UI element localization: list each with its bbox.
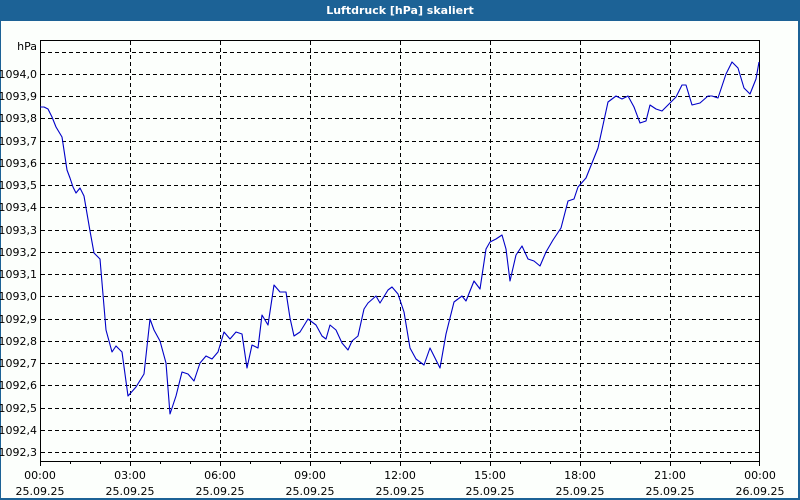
y-tick-label: 1093,0 xyxy=(0,290,37,303)
x-tick-date: 25.09.25 xyxy=(466,485,515,498)
y-tick-label: 1092,6 xyxy=(0,379,37,392)
x-tick-time: 00:00 xyxy=(744,469,776,482)
x-axis-labels: 00:00 25.09.25 03:00 25.09.25 06:00 25.0… xyxy=(16,469,785,498)
x-tick-time: 09:00 xyxy=(294,469,326,482)
y-tick-label: 1093,9 xyxy=(0,90,37,103)
y-tick-label: 1093,5 xyxy=(0,179,37,192)
x-tick-date: 25.09.25 xyxy=(196,485,245,498)
y-tick-label: 1092,5 xyxy=(0,402,37,415)
x-tick-time: 18:00 xyxy=(564,469,596,482)
y-tick-label: 1094,0 xyxy=(0,68,37,81)
x-axis-ticks xyxy=(40,461,760,466)
y-tick-label: 1093,8 xyxy=(0,112,37,125)
x-tick-time: 03:00 xyxy=(114,469,146,482)
y-tick-label: 1093,3 xyxy=(0,224,37,237)
pressure-line xyxy=(40,61,760,415)
x-tick-date: 25.09.25 xyxy=(286,485,335,498)
x-tick-date: 25.09.25 xyxy=(16,485,65,498)
y-tick-label: 1093,4 xyxy=(0,201,37,214)
y-tick-label: 1092,7 xyxy=(0,357,37,370)
y-tick-label: 1093,2 xyxy=(0,246,37,259)
x-tick-date: 26.09.25 xyxy=(736,485,785,498)
x-tick-date: 25.09.25 xyxy=(646,485,695,498)
y-axis-labels: hPa 1094,0 1093,9 1093,8 1093,7 1093,6 1… xyxy=(0,40,37,459)
x-tick-date: 25.09.25 xyxy=(556,485,605,498)
x-tick-date: 25.09.25 xyxy=(106,485,155,498)
x-tick-time: 06:00 xyxy=(204,469,236,482)
y-tick-label: 1093,1 xyxy=(0,268,37,281)
x-tick-time: 21:00 xyxy=(654,469,686,482)
y-tick-label: 1093,6 xyxy=(0,157,37,170)
window-title: Luftdruck [hPa] skaliert xyxy=(0,0,800,21)
chart-canvas xyxy=(1,21,798,498)
y-tick-label: 1092,3 xyxy=(0,446,37,459)
x-tick-time: 15:00 xyxy=(474,469,506,482)
y-tick-label: 1092,8 xyxy=(0,335,37,348)
y-tick-label: 1092,9 xyxy=(0,313,37,326)
x-tick-time: 00:00 xyxy=(24,469,56,482)
x-tick-time: 12:00 xyxy=(384,469,416,482)
y-tick-label: 1093,7 xyxy=(0,135,37,148)
vertical-gridlines xyxy=(130,41,671,461)
x-tick-date: 25.09.25 xyxy=(376,485,425,498)
y-tick-label: 1092,4 xyxy=(0,424,37,437)
y-unit-label: hPa xyxy=(17,40,37,53)
